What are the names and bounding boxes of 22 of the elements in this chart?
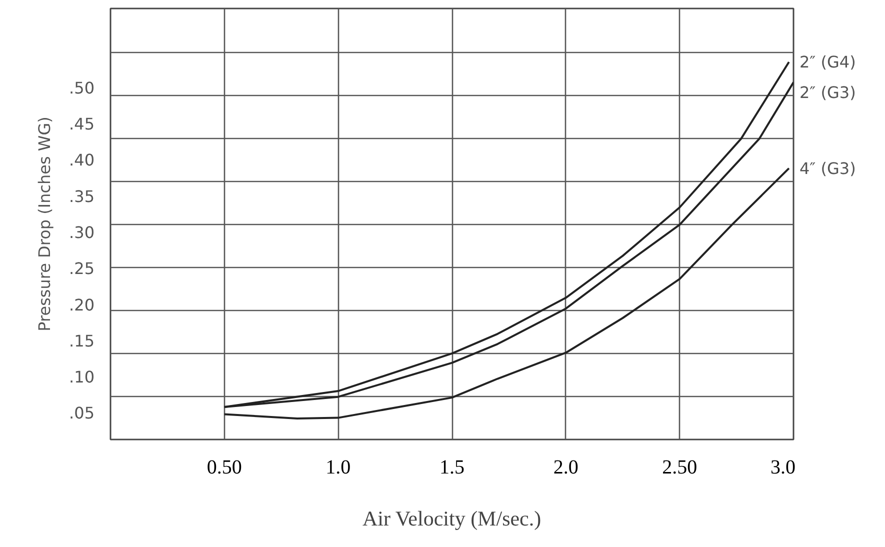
y-tick-label: .50 xyxy=(69,78,95,98)
y-axis-title: Pressure Drop (Inches WG) xyxy=(35,116,54,332)
x-axis-title: Air Velocity (M/sec.) xyxy=(362,506,542,530)
y-tick-label: .45 xyxy=(69,114,95,134)
y-tick-label: .05 xyxy=(69,404,95,423)
x-tick-label: 3.0 xyxy=(770,456,796,478)
x-tick-label: 2.0 xyxy=(553,456,578,478)
series-label: 2″ (G3) xyxy=(800,82,856,102)
x-tick-label: 2.50 xyxy=(662,456,698,478)
y-tick-label: .40 xyxy=(69,150,95,170)
series-label: 4″ (G3) xyxy=(800,158,856,178)
y-tick-label: .30 xyxy=(69,222,95,242)
x-tick-label: 0.50 xyxy=(206,456,242,478)
line-series xyxy=(223,167,790,420)
y-tick-label: .20 xyxy=(69,295,95,314)
x-tick-label: 1.0 xyxy=(326,456,351,478)
y-tick-label: .25 xyxy=(69,259,95,278)
y-tick-label: .15 xyxy=(69,331,95,350)
x-tick-label: 1.5 xyxy=(440,456,464,478)
series-label: 2″ (G4) xyxy=(800,52,856,72)
y-tick-label: .10 xyxy=(69,368,95,387)
y-tick-label: .35 xyxy=(69,186,95,206)
